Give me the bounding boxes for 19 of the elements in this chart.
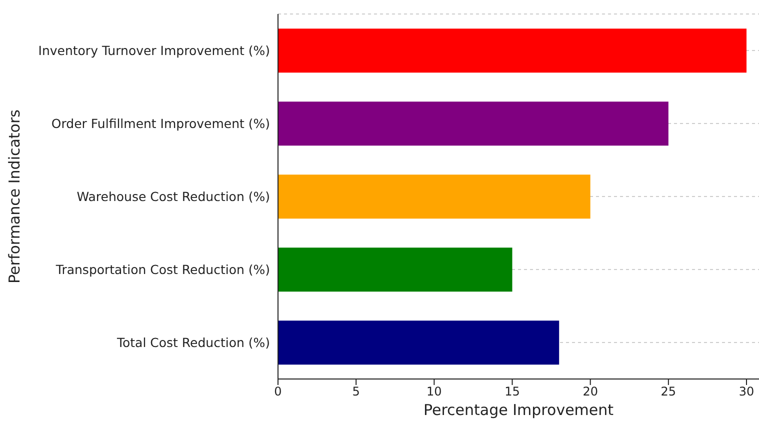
x-tick-label: 30 [738,384,754,399]
y-tick-label: Inventory Turnover Improvement (%) [38,42,270,58]
y-tick-label: Transportation Cost Reduction (%) [54,262,270,277]
bar [278,248,512,292]
x-tick-label: 25 [660,384,676,399]
y-tick-label: Warehouse Cost Reduction (%) [76,188,270,204]
x-tick-label: 20 [582,384,598,399]
x-tick-label: 10 [426,384,442,399]
x-tick-label: 0 [274,384,282,399]
y-axis-title: Performance Indicators [5,109,24,284]
y-tick-label: Total Cost Reduction (%) [116,334,270,350]
x-tick-label: 15 [504,384,520,399]
bar [278,174,590,219]
bar [278,102,668,146]
bar [278,28,747,73]
x-tick-label: 5 [352,384,360,399]
x-axis-title: Percentage Improvement [423,401,614,419]
bar [278,320,560,365]
y-tick-label: Order Fulfillment Improvement (%) [51,116,270,131]
